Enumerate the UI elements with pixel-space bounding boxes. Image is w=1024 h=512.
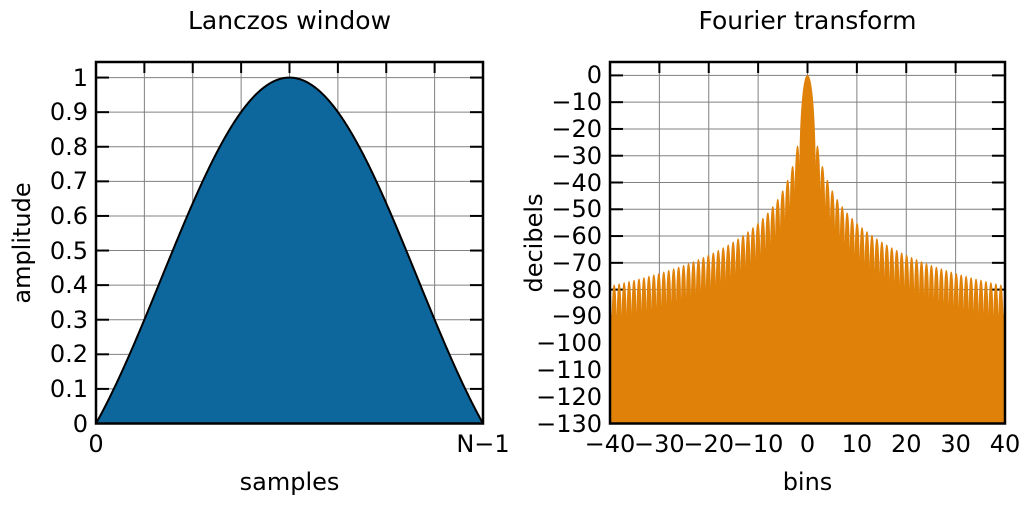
- lanczos-window-area: [96, 77, 483, 424]
- y-tick-label-0-6: 0.4: [49, 271, 88, 300]
- y-tick-label-0-2: 0.8: [49, 132, 88, 161]
- x-tick-label-1-8: 40: [989, 430, 1021, 458]
- y-tick-label-1-7: −70: [551, 248, 602, 277]
- x-tick-label-1-7: 30: [940, 430, 971, 458]
- x-tick-label-1-4: 0: [799, 430, 816, 458]
- y-tick-label-1-10: −100: [536, 329, 602, 358]
- x-tick-label-0-0: 0: [88, 430, 104, 458]
- x-tick-label-1-3: −10: [732, 430, 784, 458]
- y-tick-label-0-7: 0.3: [49, 305, 88, 334]
- y-tick-label-1-4: −40: [551, 168, 602, 197]
- fourier-transform-area: [609, 74, 1006, 424]
- x-tick-label-1-5: 10: [841, 430, 873, 458]
- y-tick-label-0-3: 0.7: [49, 167, 88, 196]
- y-tick-label-0-5: 0.5: [49, 236, 88, 265]
- y-tick-label-0-0: 1: [72, 63, 88, 92]
- y-tick-label-0-1: 0.9: [49, 98, 88, 127]
- y-tick-label-1-11: −110: [536, 355, 602, 384]
- y-tick-label-1-3: −30: [551, 141, 602, 170]
- left-chart-title: Lanczos window: [187, 6, 392, 35]
- plot-border: [608, 60, 1007, 425]
- y-tick-label-0-4: 0.6: [49, 201, 88, 230]
- plot-border: [94, 60, 485, 425]
- y-tick-label-1-5: −50: [551, 195, 602, 224]
- x-tick-label-1-6: 20: [890, 430, 922, 458]
- lanczos-window-outline: [95, 76, 484, 424]
- y-tick-label-0-9: 0.1: [49, 374, 88, 403]
- x-tick-label-0-1: N−1: [456, 430, 510, 458]
- y-tick-label-1-1: −10: [551, 88, 602, 117]
- y-tick-label-1-2: −20: [551, 114, 602, 143]
- right-chart-xlabel: bins: [782, 468, 833, 496]
- x-tick-label-1-0: −40: [584, 430, 636, 458]
- y-tick-label-1-0: 0: [586, 61, 602, 90]
- y-tick-label-1-9: −90: [551, 302, 602, 331]
- x-tick-label-1-1: −30: [634, 430, 685, 458]
- y-tick-label-1-12: −120: [536, 382, 602, 411]
- y-tick-label-0-10: 0: [72, 409, 88, 438]
- y-tick-label-1-6: −60: [551, 222, 602, 251]
- right-chart-title: Fourier transform: [698, 6, 917, 35]
- y-tick-label-1-8: −80: [551, 275, 602, 304]
- y-tick-label-1-13: −130: [536, 409, 602, 438]
- left-chart-xlabel: samples: [239, 468, 340, 496]
- y-tick-label-0-8: 0.2: [49, 340, 88, 369]
- x-tick-label-1-2: −20: [683, 430, 735, 458]
